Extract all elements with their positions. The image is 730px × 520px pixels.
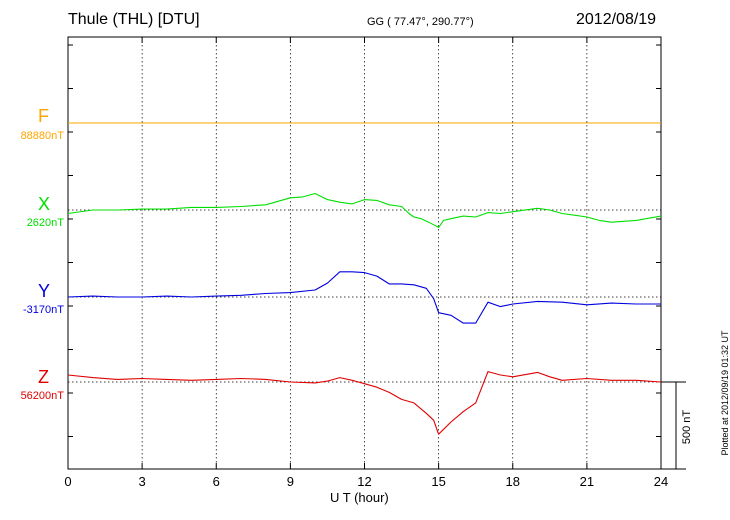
series-line-x [67,192,662,228]
x-axis-label: U T (hour) [330,490,389,505]
station-title: Thule (THL) [DTU] [68,11,200,28]
channel-name-z: Z [38,367,49,387]
series-line-y [67,271,661,324]
channel-name-f: F [38,106,49,126]
x-tick-label: 21 [580,474,594,489]
channel-baseline-y: -3170nT [23,304,64,316]
channel-name-y: Y [38,281,51,301]
x-tick-label: 3 [139,474,146,489]
scale-bar-label: 500 nT [681,409,693,445]
channel-name-x: X [38,194,51,214]
channel-baseline-x: 2620nT [26,217,64,229]
x-tick-label: 9 [287,474,294,489]
x-tick-label: 24 [654,474,668,489]
coordinates-label: GG ( 77.47°, 290.77°) [367,16,474,28]
date-label: 2012/08/19 [576,11,657,28]
x-tick-label: 12 [357,474,371,489]
channel-baseline-f: 88880nT [20,130,64,142]
x-tick-label: 6 [213,474,220,489]
series-line-z [67,371,662,435]
x-tick-label: 15 [431,474,445,489]
channel-baseline-z: 56200nT [20,390,64,402]
x-tick-label: 0 [64,474,71,489]
x-tick-label: 18 [506,474,520,489]
plotted-timestamp: Plotted at 2012/09/19 01:32 UT [720,330,730,456]
